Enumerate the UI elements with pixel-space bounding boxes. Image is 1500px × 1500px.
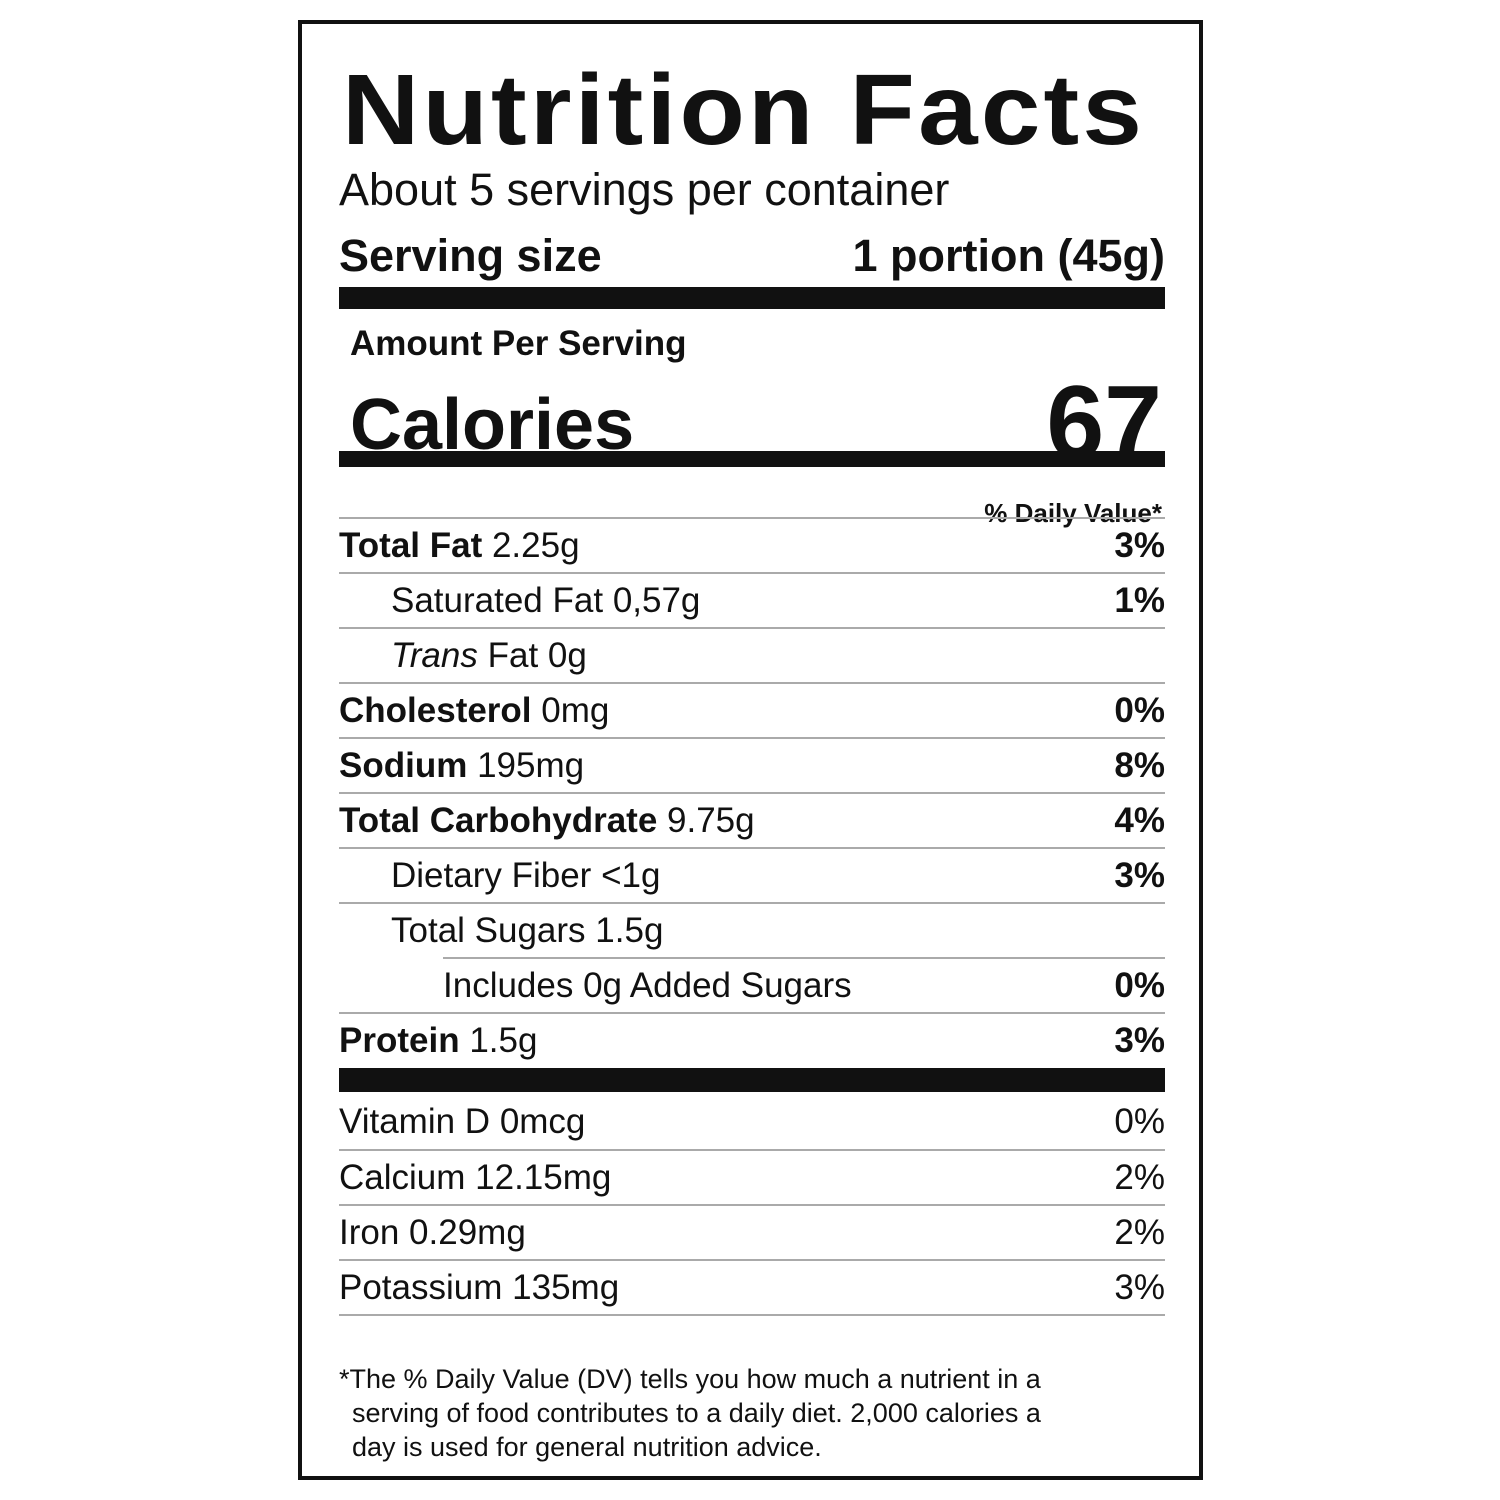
micronutrient-text: Iron 0.29mg: [339, 1213, 526, 1253]
micronutrient-amount: 135mg: [512, 1267, 620, 1307]
nutrient-text: Total Carbohydrate 9.75g: [339, 801, 755, 841]
nutrient-name: Sodium: [339, 745, 468, 785]
nutrient-row: Sodium 195mg 8%: [339, 737, 1165, 792]
nutrient-text: Includes 0g Added Sugars: [443, 966, 852, 1006]
nutrient-row: Includes 0g Added Sugars 0%: [443, 957, 1165, 1012]
nutrient-row: Saturated Fat 0,57g 1%: [339, 572, 1165, 627]
thick-divider: [339, 287, 1165, 309]
micronutrient-name: Iron: [339, 1212, 400, 1252]
micronutrient-row: Potassium 135mg 3%: [339, 1259, 1165, 1314]
nutrient-daily-value: 0%: [1114, 690, 1165, 730]
micronutrient-amount: 0mcg: [499, 1101, 586, 1141]
nutrient-text: Protein 1.5g: [339, 1021, 537, 1061]
micronutrient-amount: 12.15mg: [475, 1157, 612, 1197]
nutrient-name: Fat: [487, 635, 539, 675]
nutrient-text: Total Fat 2.25g: [339, 526, 580, 566]
nutrient-text: Saturated Fat 0,57g: [339, 581, 700, 621]
amount-per-serving: Amount Per Serving: [350, 324, 687, 363]
nutrient-row: Total Carbohydrate 9.75g 4%: [339, 792, 1165, 847]
nutrient-row: Trans Fat 0g: [339, 627, 1165, 682]
micronutrient-text: Vitamin D 0mcg: [339, 1102, 585, 1142]
nutrition-facts-label: Nutrition Facts About 5 servings per con…: [298, 20, 1203, 1480]
nutrient-amount: 1.5g: [595, 910, 664, 950]
nutrient-italic: Trans: [391, 635, 478, 675]
nutrient-name: Includes 0g Added Sugars: [443, 965, 852, 1005]
serving-size-row: Serving size 1 portion (45g): [339, 230, 1165, 282]
micronutrient-row: Iron 0.29mg 2%: [339, 1204, 1165, 1259]
nutrient-daily-value: 3%: [1114, 855, 1165, 895]
servings-per-container: About 5 servings per container: [339, 164, 950, 215]
micronutrient-name: Vitamin D: [339, 1101, 491, 1141]
micronutrient-row: Calcium 12.15mg 2%: [339, 1149, 1165, 1204]
nutrient-row: Cholesterol 0mg 0%: [339, 682, 1165, 737]
nutrient-amount: 9.75g: [667, 800, 755, 840]
micronutrient-daily-value: 0%: [1114, 1101, 1165, 1141]
nutrient-text: Cholesterol 0mg: [339, 691, 609, 731]
nutrient-row: Protein 1.5g 3%: [339, 1012, 1165, 1067]
nutrient-daily-value: 3%: [1114, 525, 1165, 565]
micronutrient-name: Potassium: [339, 1267, 503, 1307]
nutrient-name: Total Sugars: [391, 910, 586, 950]
micronutrient-text: Calcium 12.15mg: [339, 1158, 611, 1198]
nutrient-row: Total Fat 2.25g 3%: [339, 517, 1165, 572]
micronutrient-daily-value: 3%: [1114, 1267, 1165, 1307]
micronutrient-daily-value: 2%: [1114, 1212, 1165, 1252]
nutrient-amount: 0mg: [541, 690, 610, 730]
nutrient-amount: 195mg: [477, 745, 585, 785]
micronutrient-amount: 0.29mg: [409, 1212, 526, 1252]
medium-divider: [339, 451, 1165, 467]
nutrient-row: Dietary Fiber <1g 3%: [339, 847, 1165, 902]
nutrient-daily-value: 1%: [1114, 580, 1165, 620]
nutrient-text: Dietary Fiber <1g: [339, 856, 660, 896]
nutrient-daily-value: 8%: [1114, 745, 1165, 785]
nutrient-name: Dietary Fiber: [391, 855, 592, 895]
nutrient-name: Cholesterol: [339, 690, 532, 730]
nutrient-text: Trans Fat 0g: [339, 636, 587, 676]
daily-value-header: % Daily Value*: [984, 498, 1162, 528]
divider: [339, 1314, 1165, 1316]
nutrient-text: Sodium 195mg: [339, 746, 584, 786]
nutrient-amount: 0,57g: [612, 580, 701, 620]
nutrient-text: Total Sugars 1.5g: [339, 911, 663, 951]
nutrient-daily-value: 4%: [1114, 800, 1165, 840]
serving-size-value: 1 portion (45g): [852, 230, 1166, 281]
nutrient-name: Total Fat: [339, 525, 483, 565]
footnote-line: day is used for general nutrition advice…: [352, 1432, 822, 1462]
micronutrient-text: Potassium 135mg: [339, 1268, 619, 1308]
nutrient-amount: 0g: [547, 635, 587, 675]
nutrient-daily-value: 3%: [1114, 1020, 1165, 1060]
footnote-line: serving of food contributes to a daily d…: [352, 1398, 1041, 1428]
nutrient-name: Total Carbohydrate: [339, 800, 658, 840]
nutrient-amount: 1.5g: [469, 1020, 538, 1060]
thick-divider: [339, 1068, 1165, 1092]
micronutrient-name: Calcium: [339, 1157, 466, 1197]
micronutrient-row: Vitamin D 0mcg 0%: [339, 1094, 1165, 1149]
footnote: *The % Daily Value (DV) tells you how mu…: [339, 1362, 1041, 1464]
nutrient-amount: 2.25g: [491, 525, 580, 565]
serving-size-label: Serving size: [339, 230, 602, 281]
micronutrient-daily-value: 2%: [1114, 1157, 1165, 1197]
nutrient-amount: <1g: [601, 855, 661, 895]
nutrient-name: Protein: [339, 1020, 460, 1060]
nutrient-row: Total Sugars 1.5g: [339, 902, 1165, 957]
nutrient-name: Saturated Fat: [391, 580, 604, 620]
nutrient-daily-value: 0%: [1114, 965, 1165, 1005]
label-title: Nutrition Facts: [342, 54, 1146, 166]
footnote-line: *The % Daily Value (DV) tells you how mu…: [339, 1364, 1041, 1394]
